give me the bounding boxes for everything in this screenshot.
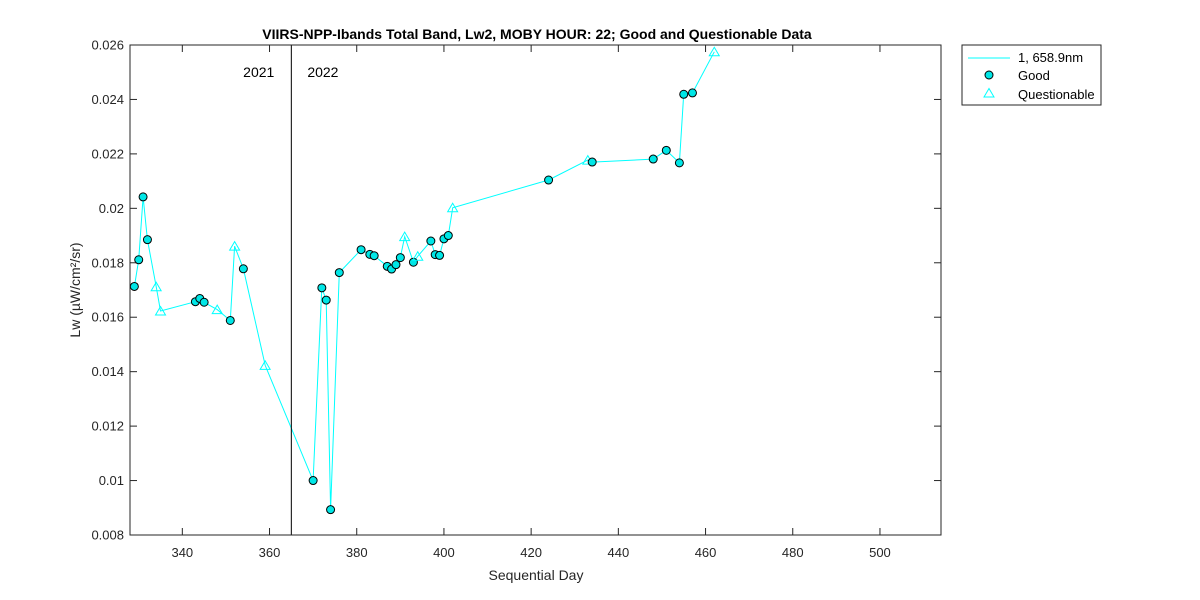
y-tick-label: 0.02 [99,201,124,216]
questionable-data-point [446,202,459,213]
good-data-point [395,253,405,263]
y-tick-label: 0.018 [91,255,124,270]
legend-entry-good: Good [1018,68,1050,83]
legend-entry-questionable: Questionable [1018,87,1095,102]
chart-title: VIIRS-NPP-Ibands Total Band, Lw2, MOBY H… [262,26,812,42]
legend: 1, 658.9nm Good Questionable [961,44,1102,106]
good-data-point [369,251,379,261]
legend-entry-series: 1, 658.9nm [1018,50,1083,65]
questionable-data-point [150,281,163,292]
series-layer [129,46,721,515]
y-tick-label: 0.01 [99,473,124,488]
questionable-data-point [411,250,424,261]
good-data-point [134,255,144,265]
x-tick-label: 500 [869,545,891,560]
good-data-point [225,315,235,325]
good-data-point [648,154,658,164]
y-tick-label: 0.016 [91,310,124,325]
questionable-data-point [259,359,272,370]
year-label-left: 2021 [243,64,274,80]
good-data-point [674,158,684,168]
good-data-point [334,268,344,278]
good-data-point [661,145,671,155]
good-data-point [544,175,554,185]
good-data-point [391,260,401,270]
x-tick-label: 380 [346,545,368,560]
questionable-data-point [228,240,241,251]
good-data-point [687,88,697,98]
x-tick-label: 360 [259,545,281,560]
x-axis-label: Sequential Day [489,567,584,583]
good-data-point [443,231,453,241]
good-data-point [317,283,327,293]
good-data-point [326,505,336,515]
plot-frame [129,44,942,536]
plot-background [130,45,941,535]
questionable-data-point [154,305,167,316]
good-data-point [587,157,597,167]
y-tick-label: 0.022 [91,146,124,161]
good-data-point [199,297,209,307]
x-tick-label: 420 [520,545,542,560]
y-tick-label: 0.024 [91,92,124,107]
good-data-point [138,192,148,202]
good-data-point [321,295,331,305]
questionable-data-point [398,231,411,242]
x-tick-label: 480 [782,545,804,560]
x-tick-label: 460 [695,545,717,560]
x-axis: 340 360 380 400 420 440 460 480 500 [171,45,891,560]
x-tick-label: 440 [607,545,629,560]
y-tick-label: 0.014 [91,364,124,379]
y-tick-label: 0.012 [91,419,124,434]
good-data-point [679,89,689,99]
plot-area: 2021 2022 [129,44,942,536]
y-axis-label: Lw (µW/cm²/sr) [67,242,83,337]
questionable-data-point [708,46,721,57]
y-tick-label: 0.026 [91,38,124,53]
questionable-data-point [211,304,224,315]
good-data-point [129,281,139,291]
legend-questionable-marker [983,87,995,98]
y-tick-label: 0.008 [91,528,124,543]
x-tick-label: 340 [171,545,193,560]
legend-good-marker [984,70,994,80]
good-data-point [308,476,318,486]
y-axis: 0.008 0.01 0.012 0.014 0.016 0.018 0.02 0.022 0.… [91,38,941,543]
good-data-point [142,235,152,245]
good-data-point [238,264,248,274]
x-tick-label: 400 [433,545,455,560]
good-data-point [435,250,445,260]
year-label-right: 2022 [307,64,338,80]
good-data-point [356,245,366,255]
good-data-point [426,236,436,246]
